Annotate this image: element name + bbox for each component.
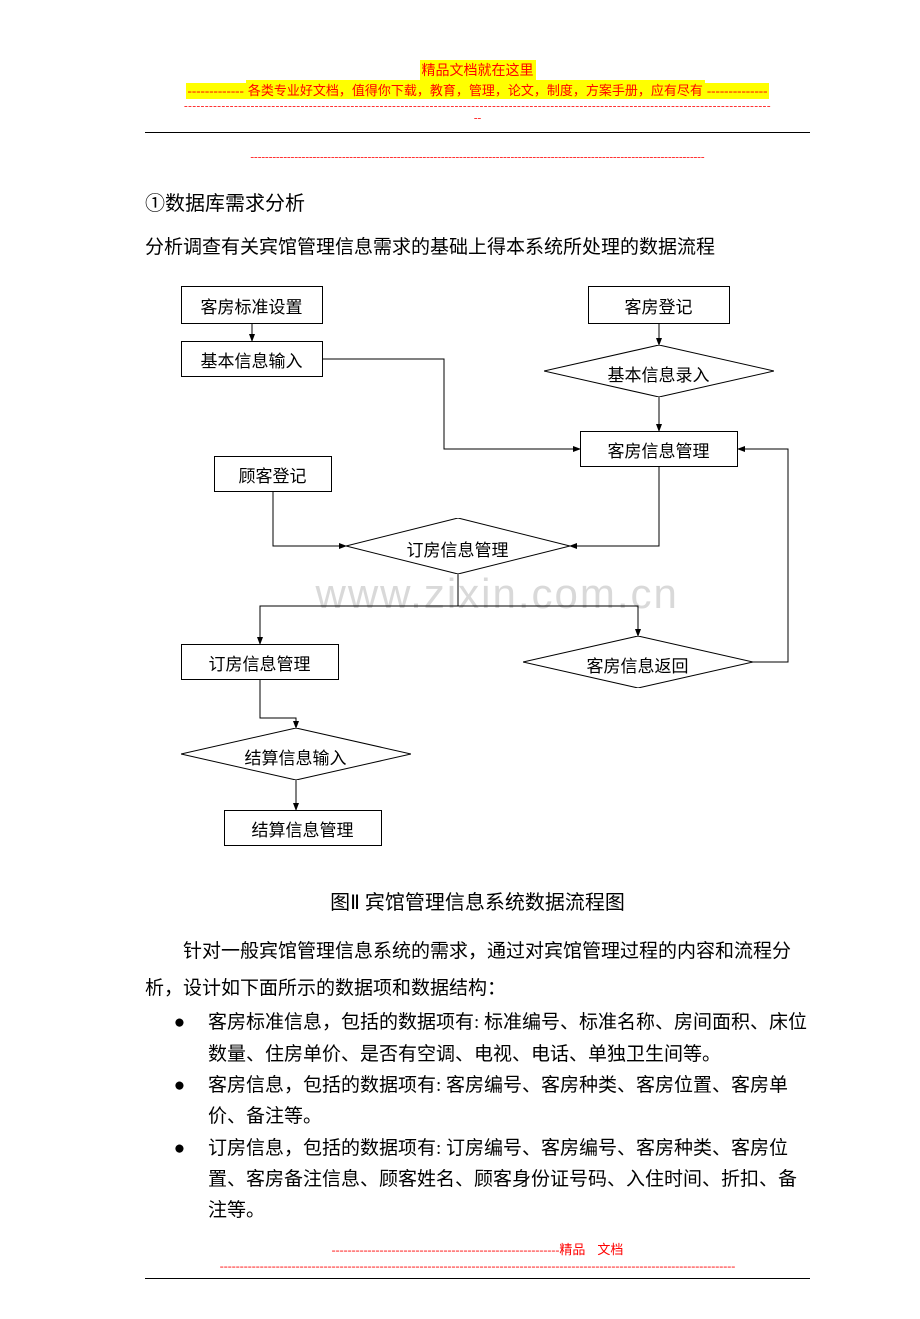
header-dash-row: ----------------------------------------…: [145, 100, 810, 112]
figure-caption: 图Ⅱ 宾馆管理信息系统数据流程图: [145, 886, 810, 915]
top-rule: [145, 132, 810, 133]
header-dash-tail: --: [145, 112, 810, 124]
header-sub-pre: -------------: [186, 83, 246, 99]
bottom-rule: [145, 1278, 810, 1279]
flow-edges: [148, 286, 808, 876]
header-sub-post: --------------: [705, 83, 770, 99]
header-title: 精品文档就在这里: [420, 60, 536, 80]
footer-dashes: ----------------------------------------…: [332, 1243, 560, 1257]
doc-header: 精品文档就在这里 -------------各类专业好文档，值得你下载，教育，管…: [145, 60, 810, 124]
list-item: 客房信息，包括的数据项有: 客房编号、客房种类、客房位置、客房单价、备注等。: [174, 1070, 810, 1133]
data-item-list: 客房标准信息，包括的数据项有: 标准编号、标准名称、房间面积、床位数量、住房单价…: [174, 1007, 810, 1226]
list-item: 客房标准信息，包括的数据项有: 标准编号、标准名称、房间面积、床位数量、住房单价…: [174, 1007, 810, 1070]
flowchart: www.zixin.com.cn 客房标准设置 基本信息输入 客房登记 客房信息…: [148, 286, 808, 876]
section-intro: 分析调查有关宾馆管理信息需求的基础上得本系统所处理的数据流程: [145, 230, 810, 266]
footer-label-b: 文档: [597, 1242, 623, 1257]
doc-footer: ----------------------------------------…: [145, 1239, 810, 1279]
footer-label-a: 精品: [559, 1242, 585, 1257]
analysis-paragraph: 针对一般宾馆管理信息系统的需求，通过对宾馆管理过程的内容和流程分析，设计如下面所…: [145, 933, 810, 1007]
footer-dash-row2: ----------------------------------------…: [145, 1259, 810, 1274]
red-divider: ----------------------------------------…: [145, 151, 810, 163]
section-title: ①数据库需求分析: [145, 187, 810, 216]
list-item: 订房信息，包括的数据项有: 订房编号、客房编号、客房种类、客房位置、客房备注信息…: [174, 1133, 810, 1227]
header-subtitle: 各类专业好文档，值得你下载，教育，管理，论文，制度，方案手册，应有尽有: [246, 80, 705, 99]
